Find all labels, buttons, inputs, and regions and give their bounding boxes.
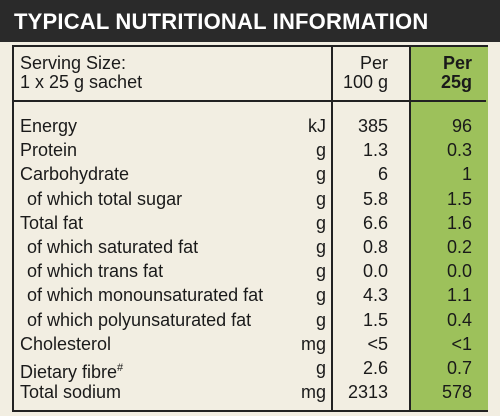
- unit: kJ: [308, 116, 326, 136]
- nutrient-name: Total fat: [20, 212, 84, 233]
- unit: g: [315, 212, 326, 233]
- unit: g: [315, 309, 326, 330]
- column-divider: [409, 47, 411, 410]
- nutrient-name: Cholesterol: [20, 333, 112, 354]
- unit: g: [315, 140, 326, 161]
- per-25g-value: 0.4: [446, 309, 472, 330]
- nutrient-label: Energy: [20, 116, 77, 136]
- nutrient-name: Energy: [20, 116, 78, 136]
- nutrient-name: of which saturated fat: [27, 237, 199, 257]
- nutrient-label: Dietary fibre#: [20, 358, 123, 382]
- per-100g-value: 0.8: [362, 237, 388, 257]
- nutrient-name: Dietary fibre: [20, 362, 118, 382]
- nutrient-name: of which total sugar: [27, 188, 183, 209]
- column-divider: [331, 47, 333, 410]
- nutrient-label: of which polyunsaturated fat: [27, 310, 251, 330]
- per-25g-value: 0.0: [446, 261, 472, 282]
- unit: g: [315, 164, 326, 185]
- nutrient-label: Total fat: [20, 213, 83, 233]
- column-heading: Per: [442, 53, 472, 73]
- per-25g-value: 0.2: [446, 237, 472, 257]
- nutrient-label: of which total sugar: [27, 189, 182, 209]
- per-100g-value: 6.6: [362, 212, 388, 233]
- unit: g: [315, 261, 326, 282]
- per-25g-value: 1: [461, 164, 472, 185]
- per-100g-value: 0.0: [362, 261, 388, 282]
- nutrient-name: of which trans fat: [27, 261, 164, 282]
- per-100g-value: 385: [357, 116, 388, 136]
- per-25g-value: 1.6: [446, 212, 472, 233]
- serving-label: Serving Size:: [20, 53, 127, 73]
- header-divider: [14, 100, 486, 102]
- unit: g: [315, 188, 326, 209]
- nutrient-name: of which monounsaturated fat: [27, 285, 264, 306]
- nutrient-label: Protein: [20, 140, 77, 160]
- per-25g-value: 0.3: [446, 140, 472, 161]
- title: TYPICAL NUTRITIONAL INFORMATION: [14, 9, 429, 34]
- nutrient-name: Total sodium: [20, 382, 122, 403]
- unit: g: [315, 358, 326, 378]
- per-100g-value: 2313: [347, 382, 388, 403]
- nutrient-label: Total sodium: [20, 382, 121, 402]
- per-25g-value: 0.7: [446, 358, 472, 378]
- unit: g: [315, 237, 326, 257]
- unit: g: [315, 285, 326, 306]
- nutrient-label: Carbohydrate: [20, 164, 129, 184]
- per-100g-value: 5.8: [362, 188, 388, 209]
- nutrition-table: Serving Size: 1 x 25 g sachet Per 100 g …: [12, 45, 488, 412]
- nutrient-name: Protein: [20, 140, 78, 161]
- per-100g-value: 4.3: [362, 285, 388, 306]
- per-100g-value: 1.3: [362, 140, 388, 161]
- highlight-column: [411, 47, 488, 410]
- per-25g-value: 578: [441, 382, 472, 403]
- nutrient-label: Cholesterol: [20, 334, 111, 354]
- per-100g-value: <5: [367, 333, 388, 354]
- footnote-marker: #: [117, 362, 124, 374]
- per-100g-value: 1.5: [362, 309, 388, 330]
- serving-size: 1 x 25 g sachet: [20, 72, 143, 92]
- per-25g-value: 1.1: [446, 285, 472, 306]
- unit: mg: [300, 382, 326, 403]
- nutrient-label: of which saturated fat: [27, 237, 198, 257]
- column-heading: Per: [359, 53, 388, 73]
- nutrient-label: of which trans fat: [27, 261, 163, 281]
- unit: mg: [300, 333, 326, 354]
- column-heading: 25g: [440, 72, 472, 92]
- nutrient-name: Carbohydrate: [20, 164, 130, 185]
- nutrient-label: of which monounsaturated fat: [27, 285, 263, 305]
- per-100g-value: 2.6: [362, 358, 388, 378]
- title-bar: TYPICAL NUTRITIONAL INFORMATION: [0, 0, 500, 42]
- nutrient-name: of which polyunsaturated fat: [27, 309, 252, 330]
- per-25g-value: <1: [451, 333, 472, 354]
- per-25g-value: 96: [451, 116, 472, 136]
- per-25g-value: 1.5: [446, 188, 472, 209]
- column-heading: 100 g: [342, 72, 388, 92]
- per-100g-value: 6: [377, 164, 388, 185]
